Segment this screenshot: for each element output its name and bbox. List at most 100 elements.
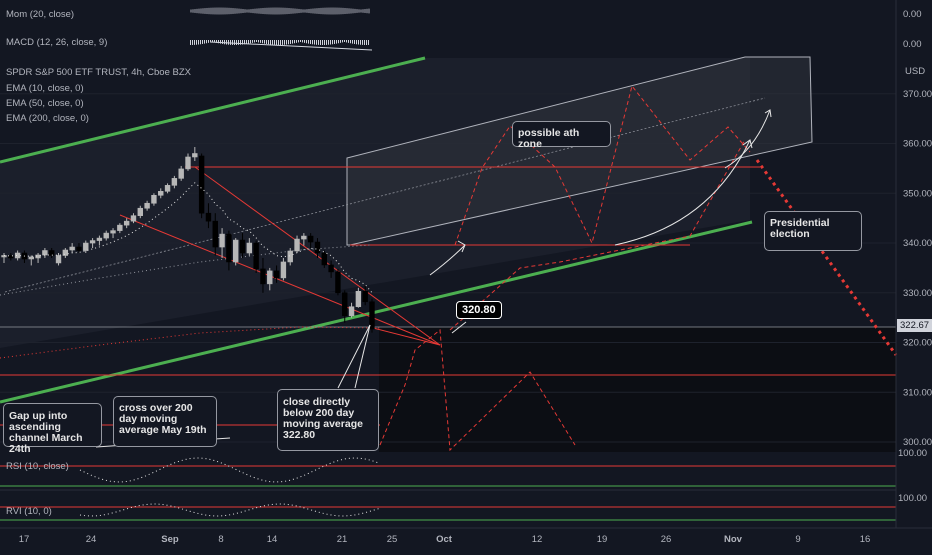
mom-bar [266,7,268,15]
candle [28,255,34,266]
macd-bar [212,40,213,43]
x-tick-label: 17 [19,534,30,545]
mom-bar [326,7,328,15]
mom-bar [288,8,290,14]
mom-bar [270,7,272,15]
mom-bar [356,9,358,13]
symbol-title: SPDR S&P 500 ETF TRUST, 4h, Cboe BZX [6,67,191,78]
x-tick-label: 9 [795,534,800,545]
candle [314,238,321,258]
macd-bar [196,40,197,45]
mom-bar [330,7,332,15]
mom-bar [306,9,308,13]
macd-bar [208,40,209,43]
x-tick-label: 24 [86,534,97,545]
macd-bar [364,40,365,45]
macd-bar [342,40,343,43]
candle [267,267,273,291]
mom-bar [292,8,294,14]
mom-bar [190,9,192,13]
candle [144,200,150,211]
macd-bar [300,40,301,43]
rsi-panel [0,452,896,490]
macd-bar [204,40,205,44]
mom-bar [236,8,238,14]
macd-bar [198,40,199,45]
mom-bar [300,9,302,13]
macd-bar [274,40,275,45]
mom-bar [350,8,352,14]
mom-bar [332,7,334,15]
candle [362,285,368,306]
macd-bar [216,40,217,43]
mom-bar [224,7,226,15]
mom-bar [194,9,196,13]
macd-bar [292,40,293,44]
mom-bar [334,7,336,15]
mom-value: 0.00 [903,9,922,20]
macd-bar [366,40,367,45]
ath-zone-box [346,56,813,246]
macd-bar [272,40,273,45]
macd-label: MACD (12, 26, close, 9) [6,37,108,48]
candlestick-series [1,147,375,333]
mom-bar [262,7,264,15]
mom-bar [248,9,250,13]
price-label-pointer [451,321,467,334]
x-tick-label: Nov [724,534,743,545]
candle [280,257,287,281]
mom-label: Mom (20, close) [6,9,75,20]
rvi-line [79,503,381,517]
macd-value: 0.00 [903,39,922,50]
macd-bar [230,40,231,45]
election-drop-path [755,159,898,356]
mom-bar [342,7,344,15]
candle [164,183,171,194]
oscillator-top-panels [190,7,373,51]
candle [246,238,253,256]
candle [103,230,109,241]
macd-bar [262,40,263,44]
bull-projection-path [454,84,751,246]
candle [110,228,116,239]
y-tick-label: 340.00 [903,238,932,249]
mom-bar [340,7,342,15]
macd-bar [246,40,247,44]
mom-bar [252,8,254,14]
macd-bar [234,40,235,45]
macd-bar [250,40,251,44]
macd-bar [258,40,259,43]
macd-bar [214,40,215,43]
macd-bar [222,40,223,44]
macd-bar [190,40,191,45]
macd-bar [286,40,287,45]
down-trendline [119,214,441,346]
macd-bar [302,40,303,43]
mom-bar [294,8,296,14]
macd-bar [278,40,279,45]
macd-bar [340,40,341,43]
macd-line [209,41,373,51]
mom-bar [302,9,304,13]
mom-bar [338,7,340,15]
macd-bar [228,40,229,45]
mom-bar [264,7,266,15]
mom-bar [358,9,360,13]
rsi-line [79,457,381,483]
macd-bar [338,40,339,44]
candle [226,230,232,271]
macd-bar [316,40,317,45]
macd-bar [298,40,299,43]
candle [219,228,225,258]
mom-bar [322,7,324,15]
macd-bar [352,40,353,44]
x-tick-label: 25 [387,534,398,545]
macd-bar [324,40,325,45]
ath-zone-callout: possible ath zone [512,121,611,150]
mom-bar [360,9,362,13]
macd-bar [284,40,285,45]
mom-bar [368,8,370,14]
candle [294,235,300,253]
